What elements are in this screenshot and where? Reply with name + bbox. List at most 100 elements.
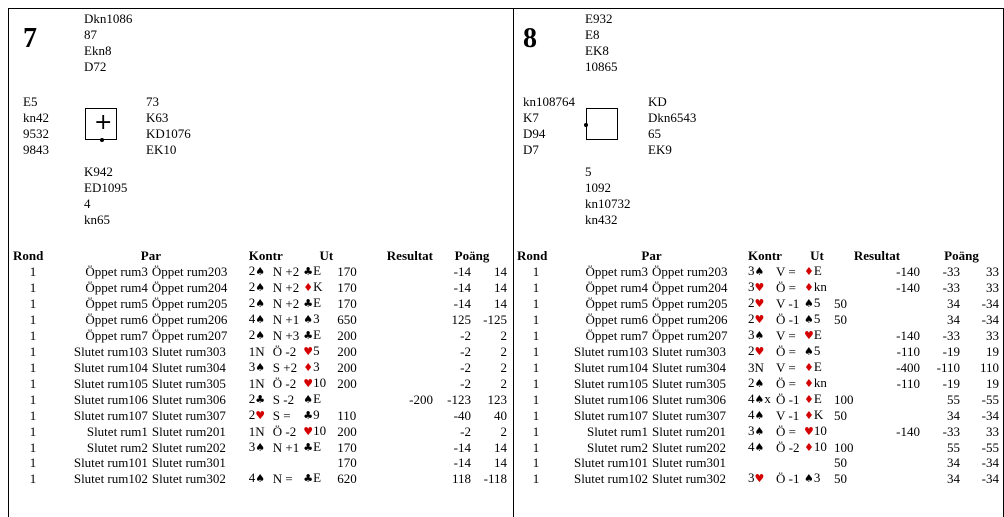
score-ew-cell	[390, 455, 435, 470]
declarer-result-cell: N +2	[271, 295, 301, 311]
contract-cell: 4♠	[746, 439, 774, 455]
tricks-result: -2	[283, 391, 295, 407]
contract-suit-icon: ♠	[255, 313, 266, 326]
lead-card: K	[813, 407, 824, 422]
west-spades: kn108764	[523, 94, 575, 109]
declarer: S	[272, 391, 281, 407]
pair2-cell: Slutet rum305	[151, 375, 226, 391]
declarer-result-cell: N +1	[271, 439, 301, 455]
north-diamonds: Ekn8	[84, 43, 112, 58]
points-ew-cell: -34	[981, 295, 999, 311]
score-ns-cell: 170	[337, 295, 357, 311]
contract-level: 4	[248, 470, 256, 485]
lead-suit-icon: ♥	[804, 329, 814, 342]
results-table: Rond Par Kontr Ut Resultat Poäng 1 Öppet …	[11, 248, 509, 486]
lead-cell: ♦10	[802, 439, 832, 455]
lead-card: E	[313, 439, 322, 454]
tricks-result: -2	[788, 439, 800, 455]
score-ns-cell: 170	[337, 263, 357, 279]
pair2-cell: Öppet rum204	[652, 279, 728, 295]
tricks-result: =	[788, 263, 796, 279]
pair1-cell: Öppet rum4	[85, 279, 148, 295]
pair1-cell: Slutet rum107	[573, 407, 648, 423]
lead-card: kn	[813, 375, 827, 390]
lead-card: 10	[313, 375, 327, 390]
lead-cell	[802, 455, 832, 470]
pair2-cell: Öppet rum207	[652, 327, 728, 343]
pair2-cell: Slutet rum301	[151, 455, 226, 470]
declarer-result-cell: V =	[774, 359, 802, 375]
pair1-cell: Slutet rum1	[586, 423, 648, 439]
score-ew-cell	[390, 470, 435, 486]
pair1-cell: Slutet rum2	[86, 439, 148, 455]
points-ew-cell: 33	[986, 327, 999, 343]
east-clubs: EK9	[648, 142, 672, 157]
declarer-result-cell: V =	[774, 327, 802, 343]
pair2-cell: Slutet rum306	[151, 391, 226, 407]
score-ew-cell: -140	[896, 423, 920, 439]
score-ew-cell	[390, 407, 435, 423]
contract-level: 2	[248, 295, 256, 310]
points-ew-cell: 14	[494, 455, 507, 470]
pair2-cell: Slutet rum301	[652, 455, 727, 470]
lead-card: 5	[813, 311, 821, 326]
contract-level: 2	[248, 391, 256, 406]
north-hand: Dkn1086 87 Ekn8 D72	[84, 11, 132, 75]
col-par: Par	[641, 248, 662, 263]
lead-card: 10	[813, 439, 827, 454]
contract-cell: 3N	[746, 359, 774, 375]
score-ew-cell: -110	[896, 343, 920, 359]
lead-suit-icon: ♦	[303, 361, 314, 374]
points-ew-cell: -55	[981, 439, 999, 455]
pair1-cell: Öppet rum5	[85, 295, 148, 311]
score-ew-cell: -140	[896, 279, 920, 295]
contract-cell: 2♠	[247, 263, 271, 279]
contract-suit-icon: ♠	[255, 329, 266, 342]
score-ew-cell	[390, 279, 435, 295]
rond-cell: 1	[29, 375, 37, 391]
east-spades: KD	[648, 94, 667, 109]
contract-cell: 3♠	[746, 263, 774, 279]
west-hearts: kn42	[23, 110, 49, 125]
lead-suit-icon: ♠	[303, 313, 314, 326]
score-ew-cell	[390, 359, 435, 375]
dealer-dot-icon	[584, 123, 588, 127]
points-ew-cell: 110	[979, 359, 999, 375]
lead-suit-icon: ♣	[303, 472, 314, 485]
declarer-result-cell: Ö =	[774, 375, 802, 391]
tricks-result: -1	[788, 470, 800, 486]
east-hearts: Dkn6543	[648, 110, 697, 125]
south-spades: K942	[84, 164, 113, 179]
declarer-result-cell: N +2	[271, 279, 301, 295]
col-ut: Ut	[319, 248, 334, 263]
table-row: 1 Slutet rum101 Slutet rum301 170 -14 14	[11, 455, 509, 470]
tricks-result: =	[283, 407, 291, 423]
declarer-result-cell: N =	[271, 470, 301, 486]
contract-cell: 3♠	[247, 439, 271, 455]
tricks-result: -1	[788, 295, 800, 311]
points-ns-cell: -2	[460, 375, 471, 391]
rond-cell: 1	[532, 470, 540, 486]
table-row: 1 Slutet rum107 Slutet rum307 2♥ S = ♣9 110 -40…	[11, 407, 509, 423]
contract-cell: 1N	[247, 423, 271, 439]
rond-cell: 1	[532, 455, 540, 470]
south-clubs: kn65	[84, 212, 110, 227]
declarer: V	[776, 263, 786, 279]
score-ns-cell	[832, 327, 877, 343]
score-ns-cell: 50	[834, 311, 847, 327]
board-panel-7: 7 Dkn1086 87 Ekn8 D72 E5 kn42 9532 9843 …	[8, 8, 514, 517]
col-rond: Rond	[13, 248, 44, 263]
contract-level: 3N	[748, 359, 764, 375]
rond-cell: 1	[29, 470, 37, 486]
contract-suit-icon: ♠	[754, 409, 765, 422]
north-hearts: E8	[585, 27, 600, 42]
contract-level: 1N	[248, 343, 265, 359]
score-ew-cell	[390, 311, 435, 327]
pair1-cell: Öppet rum7	[85, 327, 148, 343]
declarer: N	[272, 327, 283, 343]
score-ew-cell	[390, 343, 435, 359]
south-hearts: ED1095	[84, 180, 128, 195]
pair2-cell: Slutet rum306	[652, 391, 727, 407]
contract-suit-icon: ♠	[255, 441, 266, 454]
points-ew-cell: 14	[494, 279, 507, 295]
